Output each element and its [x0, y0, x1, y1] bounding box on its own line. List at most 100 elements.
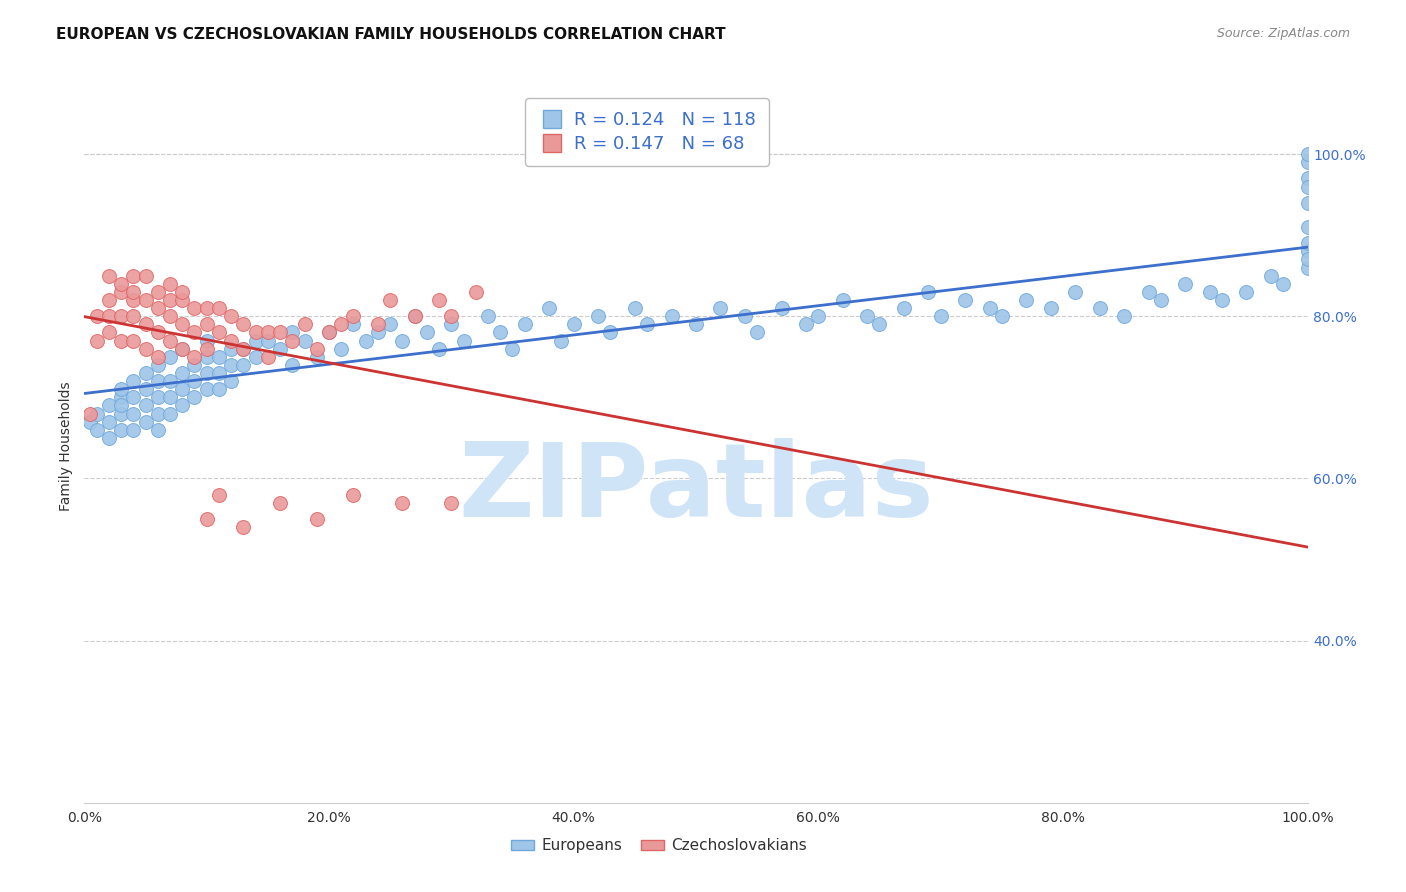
Point: [110, 399, 132, 413]
Point: [172, 342, 194, 356]
Point: [380, 318, 402, 332]
Point: [1260, 268, 1282, 283]
Point: [1296, 195, 1319, 210]
Point: [86, 310, 108, 324]
Point: [342, 318, 364, 332]
Point: [232, 358, 254, 372]
Point: [135, 415, 157, 429]
Point: [232, 342, 254, 356]
Text: ZIPatlas: ZIPatlas: [458, 438, 934, 540]
Point: [294, 318, 316, 332]
Point: [159, 390, 181, 404]
Point: [232, 342, 254, 356]
Point: [477, 310, 499, 324]
Point: [122, 334, 145, 348]
Point: [354, 334, 377, 348]
Point: [183, 326, 205, 340]
Point: [257, 326, 280, 340]
Point: [146, 358, 169, 372]
Point: [1150, 293, 1173, 307]
Point: [1296, 220, 1319, 235]
Point: [269, 326, 291, 340]
Point: [146, 350, 169, 364]
Point: [562, 318, 585, 332]
Point: [416, 326, 439, 340]
Point: [172, 318, 194, 332]
Point: [502, 342, 524, 356]
Point: [269, 342, 291, 356]
Point: [122, 390, 145, 404]
Point: [1296, 260, 1319, 275]
Point: [172, 293, 194, 307]
Point: [122, 407, 145, 421]
Point: [172, 285, 194, 299]
Point: [1015, 293, 1038, 307]
Point: [122, 310, 145, 324]
Point: [146, 374, 169, 388]
Point: [195, 318, 218, 332]
Point: [367, 326, 389, 340]
Point: [110, 277, 132, 291]
Point: [636, 318, 658, 332]
Point: [135, 399, 157, 413]
Point: [1296, 244, 1319, 259]
Point: [159, 277, 181, 291]
Point: [440, 310, 463, 324]
Point: [122, 374, 145, 388]
Point: [146, 285, 169, 299]
Point: [464, 285, 486, 299]
Point: [305, 342, 328, 356]
Point: [404, 310, 426, 324]
Point: [281, 358, 304, 372]
Point: [135, 318, 157, 332]
Point: [856, 310, 879, 324]
Point: [122, 293, 145, 307]
Point: [1296, 171, 1319, 186]
Point: [159, 407, 181, 421]
Point: [219, 334, 242, 348]
Point: [342, 310, 364, 324]
Point: [122, 285, 145, 299]
Point: [195, 512, 218, 526]
Point: [97, 415, 120, 429]
Point: [245, 350, 267, 364]
Point: [208, 326, 231, 340]
Point: [97, 326, 120, 340]
Point: [208, 301, 231, 315]
Point: [146, 407, 169, 421]
Point: [391, 496, 413, 510]
Point: [294, 334, 316, 348]
Point: [110, 423, 132, 437]
Point: [1039, 301, 1062, 315]
Point: [404, 310, 426, 324]
Point: [97, 399, 120, 413]
Point: [440, 496, 463, 510]
Point: [208, 366, 231, 380]
Point: [929, 310, 952, 324]
Point: [232, 520, 254, 534]
Text: EUROPEAN VS CZECHOSLOVAKIAN FAMILY HOUSEHOLDS CORRELATION CHART: EUROPEAN VS CZECHOSLOVAKIAN FAMILY HOUSE…: [56, 27, 725, 42]
Point: [953, 293, 976, 307]
Point: [489, 326, 512, 340]
Point: [685, 318, 707, 332]
Point: [97, 310, 120, 324]
Point: [305, 350, 328, 364]
Point: [1296, 147, 1319, 161]
Point: [917, 285, 939, 299]
Point: [183, 358, 205, 372]
Point: [208, 350, 231, 364]
Point: [281, 326, 304, 340]
Point: [86, 334, 108, 348]
Point: [159, 334, 181, 348]
Point: [146, 423, 169, 437]
Point: [734, 310, 756, 324]
Point: [869, 318, 891, 332]
Point: [807, 310, 830, 324]
Y-axis label: Family Households: Family Households: [59, 381, 73, 511]
Point: [79, 407, 101, 421]
Point: [538, 301, 561, 315]
Point: [453, 334, 475, 348]
Point: [183, 390, 205, 404]
Point: [513, 318, 536, 332]
Point: [159, 374, 181, 388]
